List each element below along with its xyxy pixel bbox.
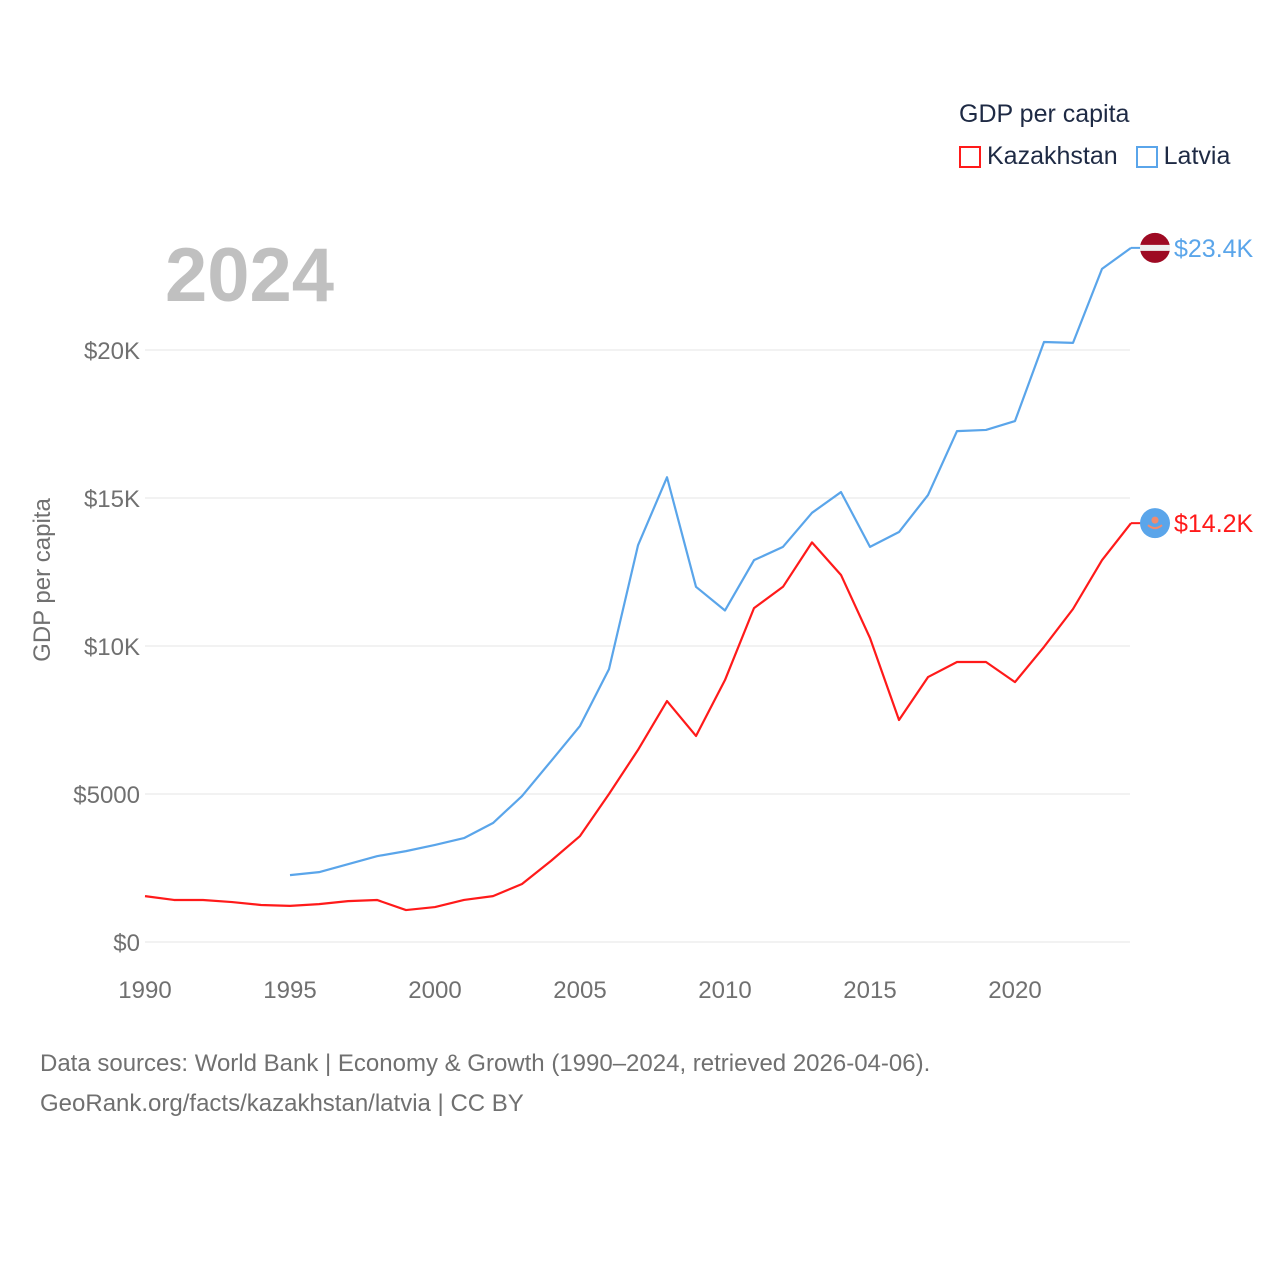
y-tick-label: $20K — [84, 338, 140, 365]
y-axis-label: GDP per capita — [29, 498, 56, 662]
legend-label: Kazakhstan — [987, 142, 1118, 170]
y-tick-label: $10K — [84, 634, 140, 661]
current-year-label: 2024 — [165, 233, 335, 318]
series-lines — [144, 246, 1132, 912]
source-footer: Data sources: World Bank | Economy & Gro… — [40, 1044, 930, 1124]
x-tick-label: 2005 — [553, 977, 606, 1004]
legend-item-kazakhstan[interactable]: Kazakhstan — [959, 142, 1118, 171]
gridlines — [145, 349, 1130, 943]
x-tick-label: 2000 — [408, 977, 461, 1004]
legend-label: Latvia — [1163, 142, 1231, 170]
series-line-kazakhstan — [144, 522, 1132, 912]
y-tick-label: $5000 — [73, 782, 140, 809]
x-tick-label: 2010 — [698, 977, 751, 1004]
legend-title: GDP per capita — [959, 100, 1130, 128]
x-tick-label: 2015 — [843, 977, 896, 1004]
legend: Kazakhstan Latvia — [959, 142, 1230, 171]
end-value-label: $23.4K — [1174, 235, 1254, 263]
flag-eagle — [1147, 524, 1163, 530]
legend-item-latvia[interactable]: Latvia — [1135, 142, 1231, 171]
y-tick-label: $0 — [113, 930, 140, 957]
flag-stripe — [1140, 244, 1170, 251]
legend-swatch-kazakhstan — [959, 145, 981, 168]
legend-swatch-latvia — [1135, 145, 1158, 168]
end-value-label: $14.2K — [1174, 510, 1254, 538]
x-tick-label: 1995 — [263, 977, 316, 1004]
flag-icon-latvia — [1140, 232, 1170, 263]
source-url-line[interactable]: GeoRank.org/facts/kazakhstan/latvia | CC… — [40, 1090, 524, 1117]
x-tick-label: 2020 — [988, 977, 1041, 1004]
x-axis-ticks: 1990 1995 2000 2005 2010 2015 2020 — [118, 977, 1041, 1004]
source-line: Data sources: World Bank | Economy & Gro… — [40, 1050, 931, 1077]
flag-sun — [1151, 516, 1159, 524]
x-tick-label: 1990 — [118, 977, 171, 1004]
y-tick-label: $15K — [84, 486, 140, 513]
series-end-labels: $14.2K $23.4K — [1131, 232, 1254, 539]
flag-icon-kazakhstan — [1140, 508, 1170, 539]
y-axis-ticks: $0 $5000 $10K $15K $20K — [73, 338, 140, 957]
series-line-latvia — [289, 246, 1132, 877]
